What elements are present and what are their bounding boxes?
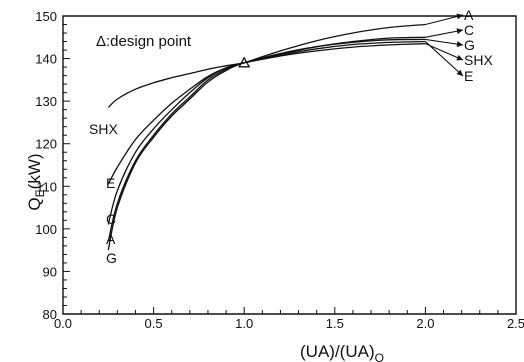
arrow-a (425, 14, 464, 26)
y-tick-label: 80 (43, 307, 57, 322)
arrowhead-shx (456, 54, 463, 61)
left-label-a: A (106, 231, 116, 247)
y-axis: 80 90 100 110 120 130 140 150 (35, 9, 70, 322)
y-axis-title-sub: E (33, 189, 47, 197)
x-tick-label: 0.0 (54, 316, 72, 331)
series-left-labels: SHX E CAG (89, 121, 118, 266)
y-tick-label: 150 (35, 9, 57, 24)
arrowhead-g (456, 41, 463, 48)
left-label-shx: SHX (89, 121, 118, 137)
right-label-g: G (464, 37, 475, 53)
design-point-marker (238, 56, 251, 68)
x-axis-title: (UA)/(UA)O (300, 342, 384, 362)
y-tick-label: 100 (35, 222, 57, 237)
right-label-shx: SHX (464, 52, 493, 68)
series-line-e (107, 40, 426, 185)
plot-frame (62, 15, 517, 315)
series-end-arrows (425, 13, 464, 77)
arrow-e (425, 41, 464, 77)
left-label-e: E (106, 175, 115, 191)
annotation: Δ:design point (96, 33, 192, 50)
y-tick-label: 90 (43, 264, 57, 279)
y-axis-title-unit: (kW) (25, 153, 44, 189)
series-line-a (107, 23, 426, 242)
arrow-c (425, 29, 464, 38)
y-axis-title-main: Q (25, 197, 44, 210)
right-label-c: C (464, 22, 474, 38)
x-tick-label: 2.0 (416, 316, 434, 331)
series-line-g (107, 38, 426, 251)
arrowhead-c (456, 28, 463, 35)
x-axis-title-main: (UA)/(UA) (300, 342, 375, 361)
right-label-e: E (464, 68, 473, 84)
right-label-a: A (464, 7, 474, 23)
series-lines (107, 23, 426, 251)
left-label-c: C (106, 211, 116, 227)
series-line-c (107, 36, 426, 225)
series-line-shx (107, 43, 426, 108)
y-axis-title: QE(kW) (25, 153, 47, 210)
arrowhead-a (456, 13, 463, 20)
y-tick-label: 140 (35, 52, 57, 67)
arrow-shx (425, 43, 464, 61)
plot-area: 0.0 0.5 1.0 1.5 2.0 2.5 80 90 100 110 120 130 140 15… (35, 7, 524, 331)
y-tick-label: 110 (36, 179, 57, 194)
arrowhead-e (456, 69, 463, 76)
x-tick-label: 1.0 (235, 316, 253, 331)
x-axis: 0.0 0.5 1.0 1.5 2.0 2.5 (54, 307, 524, 331)
y-tick-label: 130 (35, 94, 57, 109)
x-tick-label: 1.5 (326, 316, 344, 331)
arrow-g (425, 38, 464, 46)
y-tick-label: 120 (35, 137, 57, 152)
x-tick-label: 0.5 (145, 316, 163, 331)
x-axis-title-sub: O (375, 351, 384, 362)
left-label-g: G (106, 250, 117, 266)
x-tick-label: 2.5 (507, 316, 524, 331)
